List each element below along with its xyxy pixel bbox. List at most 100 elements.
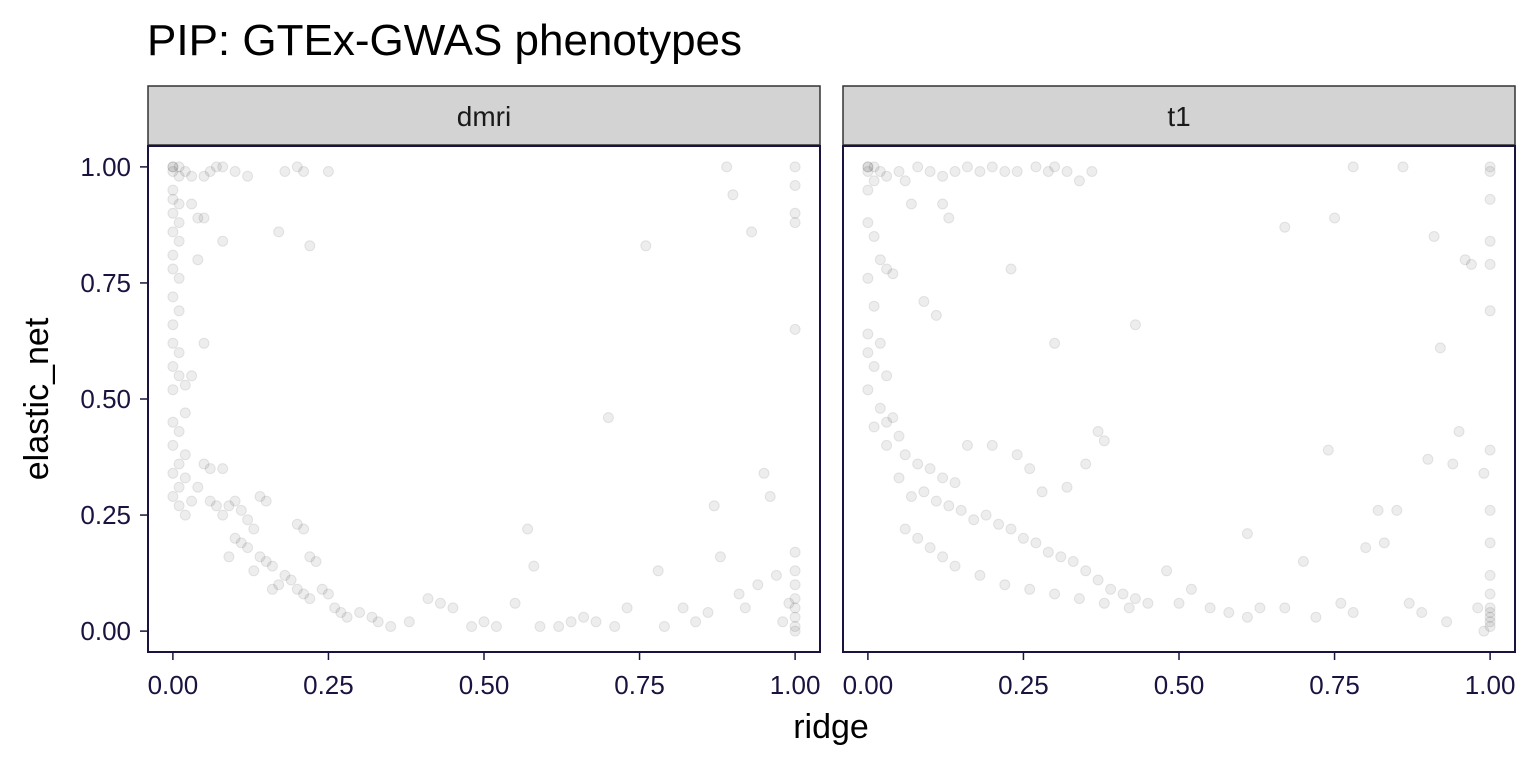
point-dmri-55 xyxy=(260,556,272,567)
point-t1-30 xyxy=(874,254,886,266)
point-t1-142 xyxy=(949,560,961,572)
point-t1-145 xyxy=(1024,583,1036,595)
point-t1-122 xyxy=(1484,258,1496,270)
point-t1-4 xyxy=(868,175,880,187)
x-tick-label-dmri-3: 0.75 xyxy=(614,670,665,700)
point-dmri-61 xyxy=(310,556,322,567)
y-tick-label-4: 1.00 xyxy=(80,152,131,182)
point-dmri-121 xyxy=(789,565,801,577)
point-t1-66 xyxy=(1105,583,1117,595)
point-dmri-39 xyxy=(192,481,204,493)
point-dmri-12 xyxy=(167,249,179,261)
point-t1-77 xyxy=(1080,458,1092,470)
point-t1-139 xyxy=(912,532,924,544)
point-t1-28 xyxy=(862,217,874,229)
point-t1-95 xyxy=(1310,611,1322,623)
point-t1-25 xyxy=(943,212,955,224)
point-dmri-128 xyxy=(179,166,191,177)
point-dmri-127 xyxy=(789,625,801,637)
point-dmri-4 xyxy=(173,170,185,182)
point-t1-18 xyxy=(1030,161,1042,173)
point-dmri-26 xyxy=(167,416,179,428)
point-dmri-31 xyxy=(167,467,179,479)
point-t1-134 xyxy=(1478,625,1490,637)
point-t1-33 xyxy=(862,272,874,284)
point-dmri-52 xyxy=(242,542,254,554)
point-dmri-129 xyxy=(186,170,198,182)
point-t1-0 xyxy=(862,161,874,173)
point-dmri-8 xyxy=(167,207,179,219)
point-dmri-78 xyxy=(403,616,415,628)
point-t1-43 xyxy=(868,421,880,433)
point-dmri-131 xyxy=(204,166,216,177)
point-t1-40 xyxy=(862,384,874,396)
point-dmri-75 xyxy=(366,611,378,623)
point-t1-98 xyxy=(1335,597,1347,609)
point-dmri-56 xyxy=(266,560,278,572)
point-t1-69 xyxy=(1142,597,1154,609)
point-dmri-71 xyxy=(329,602,341,614)
point-dmri-37 xyxy=(179,509,191,521)
point-dmri-122 xyxy=(789,579,801,591)
point-dmri-50 xyxy=(229,532,241,544)
point-dmri-107 xyxy=(739,602,751,614)
point-t1-20 xyxy=(1049,161,1061,173)
point-t1-78 xyxy=(1011,449,1023,461)
point-dmri-120 xyxy=(789,546,801,558)
point-dmri-22 xyxy=(167,384,179,396)
point-t1-39 xyxy=(881,370,893,382)
point-t1-138 xyxy=(899,523,911,535)
x-tick-label-dmri-1: 0.25 xyxy=(303,670,354,700)
point-dmri-110 xyxy=(758,467,770,479)
point-dmri-81 xyxy=(447,602,459,614)
point-t1-101 xyxy=(1360,542,1372,554)
point-dmri-79 xyxy=(422,593,434,605)
point-t1-102 xyxy=(1372,504,1384,516)
point-t1-50 xyxy=(949,477,961,489)
point-t1-53 xyxy=(943,500,955,512)
point-dmri-96 xyxy=(640,240,652,252)
point-t1-74 xyxy=(1129,319,1141,331)
y-tick-label-2: 0.50 xyxy=(80,384,131,414)
point-t1-73 xyxy=(1049,337,1061,349)
point-t1-143 xyxy=(974,569,986,581)
point-t1-37 xyxy=(862,347,874,359)
point-t1-71 xyxy=(930,309,942,321)
y-axis-title: elastic_net xyxy=(18,317,56,480)
x-axis-dmri: 0.00 0.25 0.50 0.75 1.00 xyxy=(148,652,820,700)
point-dmri-60 xyxy=(304,551,316,563)
point-dmri-35 xyxy=(186,495,198,507)
x-tick-label-t1-1: 0.25 xyxy=(998,670,1049,700)
point-t1-36 xyxy=(874,337,886,349)
point-t1-130 xyxy=(1484,607,1496,618)
point-t1-125 xyxy=(1484,504,1496,516)
y-tick-label-0: 0.00 xyxy=(80,616,131,646)
point-dmri-43 xyxy=(223,500,235,512)
point-dmri-148 xyxy=(204,463,216,475)
point-t1-85 xyxy=(1173,597,1185,609)
strip-label-t1: t1 xyxy=(1167,101,1190,132)
point-dmri-27 xyxy=(173,426,185,437)
point-dmri-149 xyxy=(217,463,229,475)
point-t1-99 xyxy=(1347,607,1359,618)
point-t1-147 xyxy=(1073,593,1085,605)
point-t1-23 xyxy=(1086,166,1098,177)
point-t1-47 xyxy=(912,458,924,470)
point-dmri-21 xyxy=(173,370,185,382)
point-t1-52 xyxy=(930,495,942,507)
point-dmri-36 xyxy=(173,500,185,512)
point-dmri-16 xyxy=(173,305,185,317)
point-dmri-69 xyxy=(322,588,334,600)
point-t1-3 xyxy=(862,166,874,177)
point-dmri-113 xyxy=(777,616,789,628)
point-dmri-102 xyxy=(708,500,720,512)
point-dmri-32 xyxy=(179,472,191,484)
point-dmri-46 xyxy=(242,514,254,526)
point-dmri-94 xyxy=(609,621,621,632)
point-dmri-6 xyxy=(167,193,179,205)
point-dmri-126 xyxy=(789,621,801,632)
point-t1-111 xyxy=(1441,616,1453,628)
chart-title: PIP: GTEx-GWAS phenotypes xyxy=(147,16,742,65)
point-t1-45 xyxy=(881,439,893,451)
point-t1-46 xyxy=(899,449,911,461)
